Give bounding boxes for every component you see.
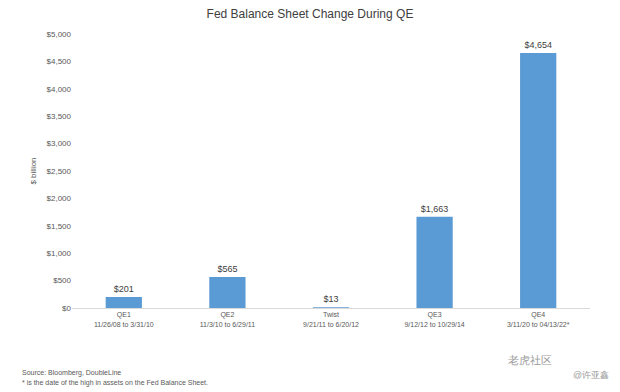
svg-text:$13: $13 bbox=[323, 294, 338, 304]
svg-text:QE39/12/12 to 10/29/14: QE39/12/12 to 10/29/14 bbox=[404, 311, 464, 327]
svg-text:$3,000: $3,000 bbox=[47, 139, 72, 148]
svg-text:$ billion: $ billion bbox=[29, 157, 38, 184]
svg-text:* is the date of the high in a: * is the date of the high in assets on t… bbox=[22, 379, 208, 387]
svg-text:@许亚鑫: @许亚鑫 bbox=[573, 370, 609, 380]
svg-text:$5,000: $5,000 bbox=[47, 30, 72, 39]
svg-text:$1,000: $1,000 bbox=[47, 249, 72, 258]
svg-text:QE111/26/08 to 3/31/10: QE111/26/08 to 3/31/10 bbox=[94, 311, 154, 327]
svg-text:$1,500: $1,500 bbox=[47, 222, 72, 231]
svg-text:Source: Bloomberg, DoubleLine: Source: Bloomberg, DoubleLine bbox=[22, 369, 121, 377]
svg-text:Twist9/21/11 to 6/20/12: Twist9/21/11 to 6/20/12 bbox=[303, 311, 359, 327]
svg-text:QE43/11/20 to 04/13/22*: QE43/11/20 to 04/13/22* bbox=[507, 311, 570, 327]
svg-text:$2,000: $2,000 bbox=[47, 194, 72, 203]
svg-text:$2,500: $2,500 bbox=[47, 167, 72, 176]
svg-text:$201: $201 bbox=[114, 284, 134, 294]
svg-text:$1,663: $1,663 bbox=[421, 204, 449, 214]
svg-text:$0: $0 bbox=[62, 304, 71, 313]
svg-text:老虎社区: 老虎社区 bbox=[508, 354, 552, 366]
svg-text:$4,000: $4,000 bbox=[47, 85, 72, 94]
svg-text:$500: $500 bbox=[53, 276, 71, 285]
svg-text:$3,500: $3,500 bbox=[47, 112, 72, 121]
svg-text:QE211/3/10 to 6/29/11: QE211/3/10 to 6/29/11 bbox=[200, 311, 256, 327]
svg-text:$4,500: $4,500 bbox=[47, 57, 72, 66]
svg-text:Fed Balance Sheet Change Durin: Fed Balance Sheet Change During QE bbox=[207, 7, 414, 21]
svg-text:$565: $565 bbox=[217, 264, 237, 274]
svg-text:$4,654: $4,654 bbox=[524, 40, 552, 50]
